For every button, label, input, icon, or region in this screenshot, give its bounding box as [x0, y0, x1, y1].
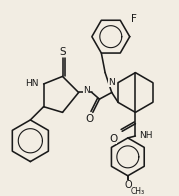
Text: O: O	[124, 180, 132, 190]
Text: NH: NH	[139, 131, 153, 140]
Text: N: N	[108, 78, 115, 87]
Text: N: N	[83, 86, 90, 95]
Text: O: O	[86, 114, 94, 124]
Text: S: S	[59, 47, 66, 57]
Text: O: O	[109, 134, 117, 144]
Text: F: F	[131, 14, 137, 24]
Text: CH₃: CH₃	[131, 187, 145, 196]
Text: HN: HN	[25, 79, 39, 88]
